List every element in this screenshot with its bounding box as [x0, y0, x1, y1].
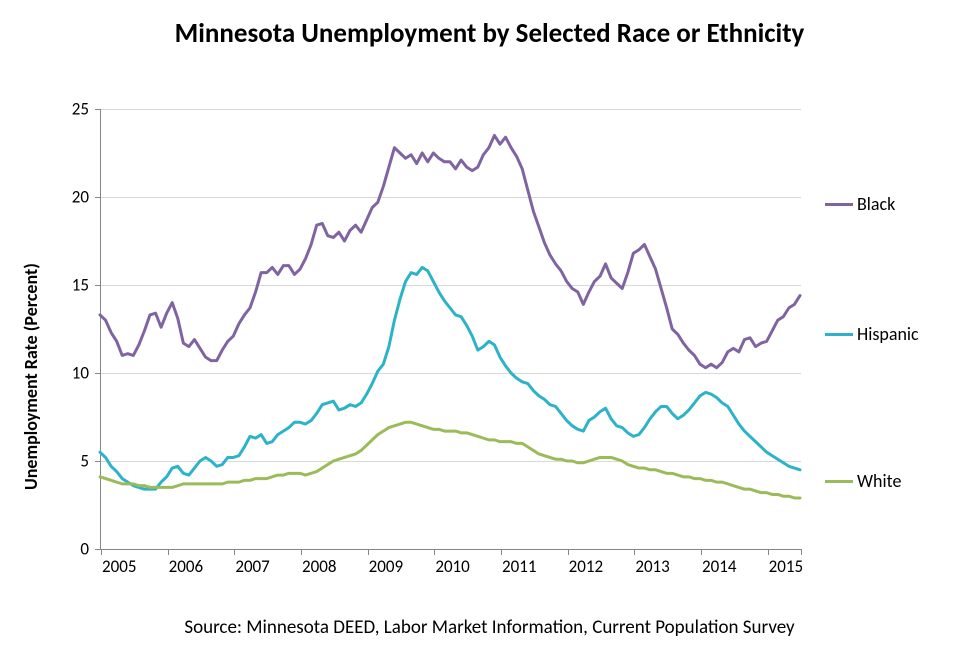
x-tick — [568, 549, 569, 555]
series-line-black — [100, 135, 800, 367]
x-tick — [168, 549, 169, 555]
line-plot-svg — [100, 109, 800, 549]
legend-black: Black — [825, 193, 895, 215]
x-tick — [301, 549, 302, 555]
legend-hispanic: Hispanic — [825, 323, 919, 345]
x-axis-label: 2007 — [235, 556, 269, 577]
x-axis-label: 2009 — [369, 556, 403, 577]
x-axis-label: 2008 — [302, 556, 336, 577]
x-axis-label: 2011 — [502, 556, 536, 577]
y-axis-label: 15 — [49, 275, 89, 296]
y-axis-label: 25 — [49, 99, 89, 120]
x-tick — [101, 549, 102, 555]
x-axis-label: 2012 — [569, 556, 603, 577]
chart-title: Minnesota Unemployment by Selected Race … — [0, 18, 979, 50]
x-axis-label: 2005 — [102, 556, 136, 577]
y-axis-label: 10 — [49, 363, 89, 384]
y-axis-label: 0 — [49, 539, 89, 560]
series-line-hispanic — [100, 267, 800, 489]
legend-white: White — [825, 470, 901, 492]
y-axis-label: 20 — [49, 187, 89, 208]
x-tick — [634, 549, 635, 555]
x-tick — [501, 549, 502, 555]
legend-line-hispanic — [825, 333, 853, 336]
x-tick — [234, 549, 235, 555]
x-axis-label: 2015 — [769, 556, 803, 577]
legend-label-hispanic: Hispanic — [857, 323, 919, 345]
y-axis-title: Unemployment Rate (Percent) — [20, 263, 42, 490]
legend-label-white: White — [857, 470, 901, 492]
chart-container: Minnesota Unemployment by Selected Race … — [0, 0, 979, 667]
x-axis-label: 2010 — [435, 556, 469, 577]
x-tick — [701, 549, 702, 555]
legend-line-white — [825, 480, 853, 483]
x-tick — [801, 549, 802, 555]
legend-label-black: Black — [857, 193, 895, 215]
x-axis-label: 2006 — [169, 556, 203, 577]
series-line-white — [100, 422, 800, 498]
legend-line-black — [825, 203, 853, 206]
x-tick — [368, 549, 369, 555]
y-axis-label: 5 — [49, 451, 89, 472]
x-tick — [768, 549, 769, 555]
source-note: Source: Minnesota DEED, Labor Market Inf… — [0, 616, 979, 639]
x-axis-label: 2014 — [702, 556, 736, 577]
x-tick — [434, 549, 435, 555]
x-axis-label: 2013 — [635, 556, 669, 577]
